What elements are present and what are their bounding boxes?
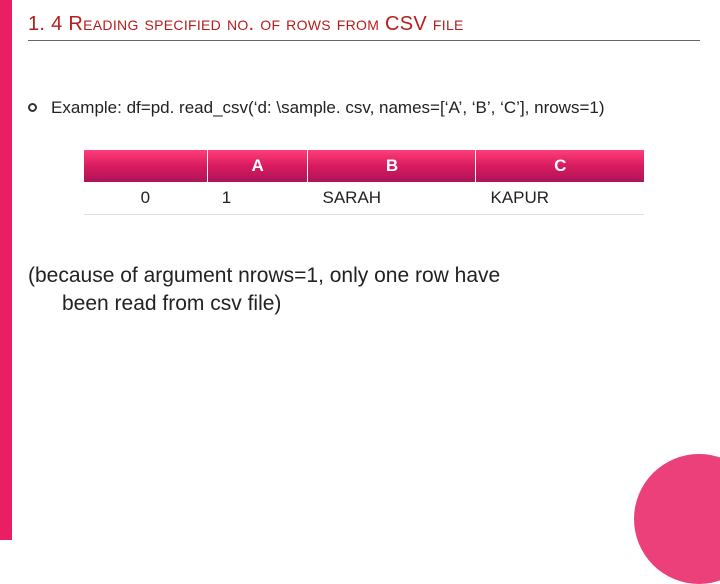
footnote: (because of argument nrows=1, only one r… <box>28 262 700 319</box>
accent-vertical-bar <box>0 0 12 540</box>
example-text: Example: df=pd. read_csv(‘d: \sample. cs… <box>51 97 700 120</box>
table-row: 0 1 SARAH KAPUR <box>84 182 644 214</box>
table-cell: KAPUR <box>476 182 644 214</box>
footnote-line-1: (because of argument nrows=1, only one r… <box>28 264 500 287</box>
table-header-cell <box>84 150 207 182</box>
slide-content: 1. 4 Reading specified no. of rows from … <box>28 10 700 319</box>
table-header-row: A B C <box>84 150 644 182</box>
table-header-cell: A <box>207 150 308 182</box>
table-header-cell: C <box>476 150 644 182</box>
data-table-wrapper: A B C 0 1 SARAH KAPUR <box>84 150 644 214</box>
slide-title: 1. 4 Reading specified no. of rows from … <box>28 10 700 41</box>
table-cell: SARAH <box>308 182 476 214</box>
data-table: A B C 0 1 SARAH KAPUR <box>84 150 644 214</box>
footnote-line-2: been read from csv file) <box>28 290 700 318</box>
example-block: Example: df=pd. read_csv(‘d: \sample. cs… <box>28 97 700 120</box>
table-cell: 1 <box>207 182 308 214</box>
ring-bullet-icon <box>28 103 37 112</box>
corner-circle-decoration <box>634 454 720 584</box>
table-header-cell: B <box>308 150 476 182</box>
table-cell-index: 0 <box>84 182 207 214</box>
